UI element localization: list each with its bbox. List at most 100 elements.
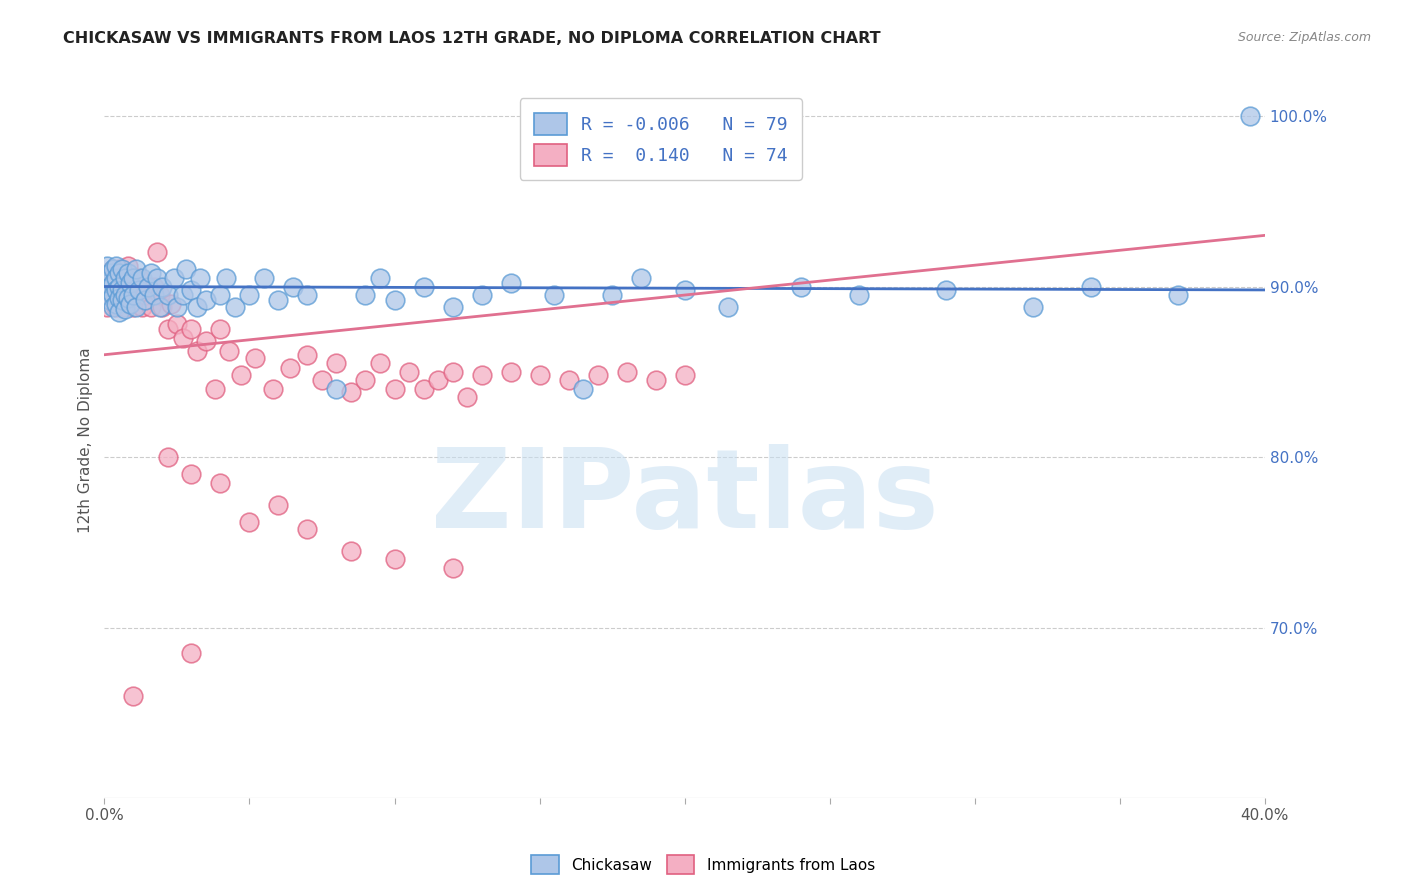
Point	[122, 271, 145, 285]
Point	[427, 373, 450, 387]
Point	[125, 262, 148, 277]
Point	[117, 279, 139, 293]
Point	[1022, 300, 1045, 314]
Point	[262, 382, 284, 396]
Point	[163, 271, 186, 285]
Point	[384, 382, 406, 396]
Point	[174, 262, 197, 277]
Point	[98, 293, 121, 308]
Point	[125, 300, 148, 314]
Point	[120, 296, 142, 310]
Point	[111, 271, 134, 285]
Legend: Chickasaw, Immigrants from Laos: Chickasaw, Immigrants from Laos	[524, 849, 882, 880]
Point	[101, 288, 124, 302]
Point	[1080, 279, 1102, 293]
Point	[136, 279, 159, 293]
Point	[281, 279, 304, 293]
Point	[172, 331, 194, 345]
Point	[117, 292, 139, 306]
Point	[101, 288, 124, 302]
Point	[111, 283, 134, 297]
Point	[644, 373, 666, 387]
Point	[139, 300, 162, 314]
Point	[108, 262, 131, 277]
Point	[412, 279, 434, 293]
Point	[673, 283, 696, 297]
Point	[152, 300, 174, 314]
Point	[499, 365, 522, 379]
Point	[145, 271, 167, 285]
Point	[104, 283, 127, 297]
Point	[441, 561, 464, 575]
Point	[529, 368, 551, 383]
Point	[114, 271, 136, 285]
Point	[104, 296, 127, 310]
Point	[600, 288, 623, 302]
Point	[148, 300, 170, 314]
Point	[297, 522, 319, 536]
Point	[117, 259, 139, 273]
Point	[572, 382, 595, 396]
Point	[96, 271, 118, 285]
Point	[224, 300, 246, 314]
Point	[96, 279, 118, 293]
Point	[101, 276, 124, 290]
Point	[267, 498, 290, 512]
Point	[209, 322, 232, 336]
Point	[253, 271, 276, 285]
Point	[128, 283, 150, 297]
Point	[267, 293, 290, 308]
Point	[157, 322, 180, 336]
Point	[215, 271, 238, 285]
Point	[311, 373, 333, 387]
Point	[114, 300, 136, 314]
Point	[1239, 109, 1261, 123]
Point	[128, 271, 150, 285]
Point	[131, 271, 153, 285]
Point	[194, 293, 217, 308]
Point	[142, 279, 165, 293]
Point	[384, 552, 406, 566]
Point	[340, 544, 363, 558]
Point	[134, 293, 156, 308]
Point	[1167, 288, 1189, 302]
Point	[98, 293, 121, 308]
Point	[152, 279, 174, 293]
Point	[188, 271, 211, 285]
Point	[398, 365, 420, 379]
Point	[104, 259, 127, 273]
Point	[122, 300, 145, 314]
Point	[136, 279, 159, 293]
Point	[441, 300, 464, 314]
Point	[120, 276, 142, 290]
Point	[111, 293, 134, 308]
Point	[673, 368, 696, 383]
Point	[157, 450, 180, 464]
Point	[297, 348, 319, 362]
Point	[238, 288, 260, 302]
Point	[557, 373, 579, 387]
Point	[111, 262, 134, 277]
Point	[114, 288, 136, 302]
Point	[122, 689, 145, 703]
Point	[180, 322, 202, 336]
Point	[186, 300, 208, 314]
Point	[616, 365, 638, 379]
Point	[122, 271, 145, 285]
Point	[96, 259, 118, 273]
Point	[229, 368, 252, 383]
Point	[204, 382, 226, 396]
Point	[148, 288, 170, 302]
Point	[101, 300, 124, 314]
Y-axis label: 12th Grade, No Diploma: 12th Grade, No Diploma	[79, 347, 93, 533]
Point	[384, 293, 406, 308]
Point	[125, 279, 148, 293]
Point	[160, 296, 183, 310]
Point	[180, 467, 202, 481]
Point	[180, 646, 202, 660]
Point	[166, 300, 188, 314]
Point	[848, 288, 870, 302]
Legend: R = -0.006   N = 79, R =  0.140   N = 74: R = -0.006 N = 79, R = 0.140 N = 74	[520, 98, 801, 180]
Point	[98, 271, 121, 285]
Point	[104, 279, 127, 293]
